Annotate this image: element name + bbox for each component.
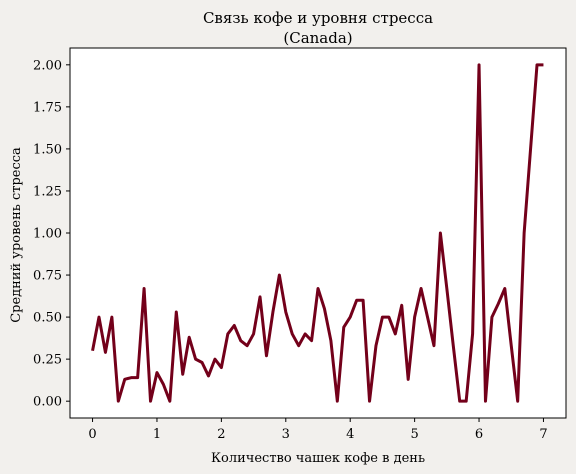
x-tick-label: 0 xyxy=(88,427,96,442)
y-tick-label: 2.00 xyxy=(33,58,62,73)
x-tick-label: 1 xyxy=(153,427,161,442)
x-axis-ticks: 0 1 2 3 4 5 6 7 xyxy=(88,418,548,442)
x-axis-label: Количество чашек кофе в день xyxy=(211,451,425,466)
series-line xyxy=(91,63,544,403)
y-tick-label: 1.75 xyxy=(33,100,62,115)
chart-title-line-1: Связь кофе и уровня стресса xyxy=(203,9,433,27)
y-axis-ticks: 0.00 0.25 0.50 0.75 1.00 1.25 1.50 1.75 2.00 xyxy=(33,58,70,410)
x-tick-label: 3 xyxy=(282,427,290,442)
y-tick-label: 1.00 xyxy=(33,227,62,242)
axes-frame xyxy=(69,47,567,419)
y-tick-label: 0.75 xyxy=(33,269,62,284)
y-tick-label: 1.25 xyxy=(33,184,62,199)
x-tick-label: 5 xyxy=(410,427,418,442)
y-tick-label: 0.25 xyxy=(33,353,62,368)
y-axis-label: Средний уровень стресса xyxy=(9,147,24,323)
y-tick-label: 0.50 xyxy=(33,311,62,326)
x-tick-label: 4 xyxy=(346,427,354,442)
plot-area xyxy=(70,48,566,418)
y-tick-label: 0.00 xyxy=(33,395,62,410)
x-tick-label: 6 xyxy=(475,427,483,442)
y-tick-label: 1.50 xyxy=(33,142,62,157)
chart-title-line-2: (Canada) xyxy=(283,29,352,47)
x-tick-label: 2 xyxy=(217,427,225,442)
x-tick-label: 7 xyxy=(539,427,547,442)
